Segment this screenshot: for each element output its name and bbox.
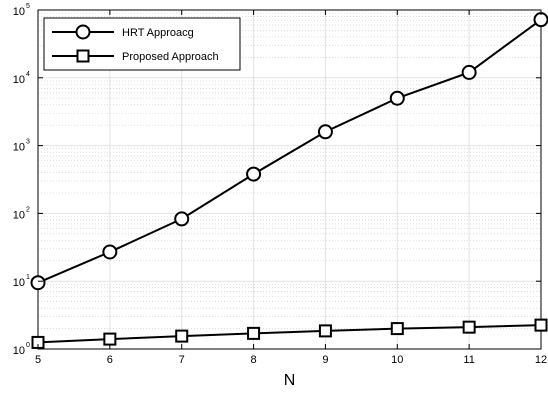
- data-point: [533, 12, 548, 28]
- y-tick-label: 10: [13, 6, 25, 18]
- y-tick-label: 10: [13, 142, 25, 154]
- x-tick-label: 7: [179, 354, 185, 366]
- x-tick-label: 9: [322, 354, 328, 366]
- y-tick-exponent: 2: [26, 206, 30, 213]
- legend-label: Proposed Approach: [122, 51, 219, 63]
- data-point: [462, 320, 476, 334]
- data-point: [317, 124, 333, 140]
- legend-entry: HRT Approacg: [52, 24, 194, 40]
- data-point: [534, 318, 548, 332]
- data-point: [102, 244, 118, 260]
- data-point: [246, 166, 262, 182]
- x-axis-ticks: 5 6 7 8 9 10 11 12: [35, 10, 547, 366]
- y-tick-exponent: 1: [26, 274, 30, 281]
- y-tick-label: 10: [13, 277, 25, 289]
- x-tick-label: 8: [251, 354, 257, 366]
- legend-marker: [76, 49, 90, 63]
- data-point: [175, 329, 189, 343]
- series-layer: [30, 12, 548, 349]
- series-line: [37, 18, 542, 284]
- legend-label: HRT Approacg: [122, 27, 194, 39]
- legend-entry: Proposed Approach: [52, 49, 219, 63]
- x-tick-label: 11: [463, 354, 474, 366]
- legend: HRT Approacg Proposed Approach: [43, 17, 241, 71]
- x-tick-label: 5: [35, 354, 41, 366]
- series-0: [30, 12, 548, 291]
- y-tick-label: 10: [13, 209, 25, 221]
- y-tick-exponent: 3: [26, 139, 30, 146]
- data-point: [30, 275, 46, 291]
- y-tick-label: 10: [13, 345, 25, 357]
- data-point: [318, 324, 332, 338]
- y-tick-exponent: 0: [26, 342, 30, 349]
- data-point: [174, 211, 190, 227]
- data-point: [103, 332, 117, 346]
- x-tick-label: 6: [107, 354, 113, 366]
- data-point: [247, 326, 261, 340]
- y-tick-exponent: 4: [26, 71, 30, 78]
- x-tick-label: 10: [391, 354, 403, 366]
- y-tick-label: 10: [13, 74, 25, 86]
- data-point: [390, 322, 404, 336]
- x-axis-label: N: [284, 372, 296, 389]
- plot-frame: [37, 9, 542, 350]
- series-1: [31, 318, 548, 349]
- y-tick-exponent: 5: [26, 3, 30, 10]
- data-point: [389, 90, 405, 106]
- data-point: [461, 64, 477, 80]
- legend-marker: [75, 24, 91, 40]
- x-tick-label: 12: [535, 354, 547, 366]
- series-line: [37, 324, 542, 344]
